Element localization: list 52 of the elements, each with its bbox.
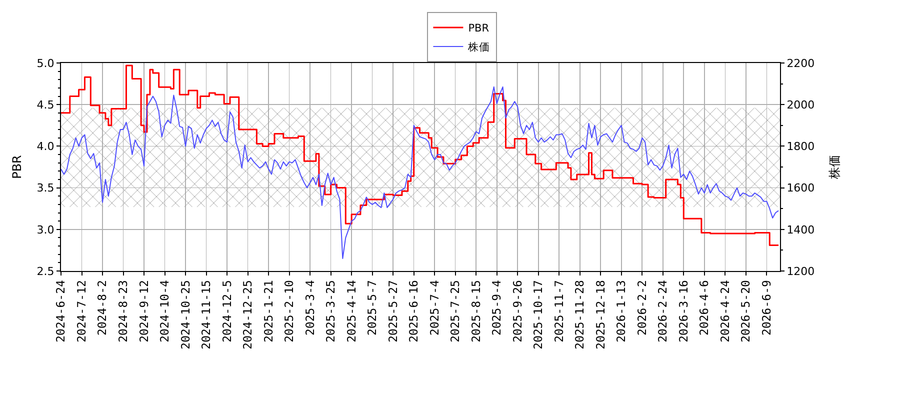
x-tick-label: 2025-9-26 — [510, 280, 524, 342]
x-tick-label: 2025-1-21 — [261, 280, 276, 342]
x-tick-label: 2026-4-6 — [697, 280, 712, 336]
x-tick-label: 2026-3-16 — [676, 280, 690, 342]
x-tick-label: 2025-3-4 — [302, 280, 317, 336]
y-tick-label: 3.5 — [36, 182, 54, 195]
x-tick-label: 2025-11-7 — [552, 280, 566, 342]
x-tick-label: 2026-1-13 — [614, 280, 628, 342]
x-tick-label: 2025-11-28 — [572, 280, 587, 350]
y-tick-label: 2.5 — [36, 264, 54, 278]
y-tick-label: 4.0 — [36, 140, 54, 154]
x-tick-label: 2025-7-25 — [448, 280, 462, 342]
x-tick-label: 2024-7-12 — [74, 280, 88, 342]
y2-tick-label: 1200 — [786, 264, 815, 278]
y-tick-label: 4.5 — [36, 98, 54, 112]
y2-tick-label: 1400 — [786, 223, 815, 236]
legend-label: PBR — [468, 22, 490, 35]
y2-tick-label: 1800 — [786, 140, 815, 154]
x-tick-label: 2024-6-24 — [54, 280, 68, 342]
x-tick-label: 2024-10-25 — [178, 280, 192, 350]
x-tick-label: 2024-9-12 — [136, 280, 151, 342]
x-tick-label: 2026-4-24 — [718, 280, 732, 342]
x-tick-label: 2024-11-15 — [199, 280, 214, 350]
x-tick-label: 2025-10-17 — [531, 280, 546, 350]
legend-label: 株価 — [467, 40, 490, 54]
y2-axis-title: 株価 — [828, 155, 842, 180]
x-tick-label: 2024-8-23 — [116, 280, 130, 342]
y2-tick-label: 1600 — [786, 182, 815, 195]
x-tick-label: 2024-8-2 — [95, 280, 110, 336]
y2-tick-label: 2200 — [786, 56, 815, 70]
x-tick-label: 2025-4-14 — [344, 280, 358, 342]
line-series — [61, 86, 780, 260]
x-tick-label: 2025-5-27 — [386, 280, 400, 342]
x-tick-label: 2026-2-24 — [656, 280, 670, 342]
x-tick-label: 2025-3-25 — [324, 280, 338, 342]
x-tick-label: 2025-12-18 — [593, 280, 608, 350]
x-tick-label: 2025-2-10 — [282, 280, 296, 342]
y-axis-title: PBR — [10, 155, 24, 179]
x-tick-label: 2025-8-15 — [468, 280, 483, 342]
x-tick-label: 2024-10-4 — [158, 280, 172, 342]
x-tick-label: 2025-9-4 — [490, 280, 504, 336]
x-tick-label: 2024-12-5 — [220, 280, 234, 342]
y2-tick-label: 2000 — [786, 98, 815, 112]
x-tick-label: 2026-6-9 — [759, 280, 774, 336]
y-tick-label: 3.0 — [36, 223, 54, 236]
y-tick-label: 5.0 — [36, 56, 54, 70]
x-tick-label: 2026-5-20 — [738, 280, 753, 342]
x-tick-label: 2026-2-2 — [634, 280, 649, 336]
x-tick-label: 2025-6-16 — [406, 280, 421, 342]
x-tick-label: 2025-7-4 — [427, 280, 442, 336]
x-tick-label: 2025-5-7 — [365, 280, 380, 336]
x-tick-label: 2024-12-25 — [240, 280, 255, 350]
